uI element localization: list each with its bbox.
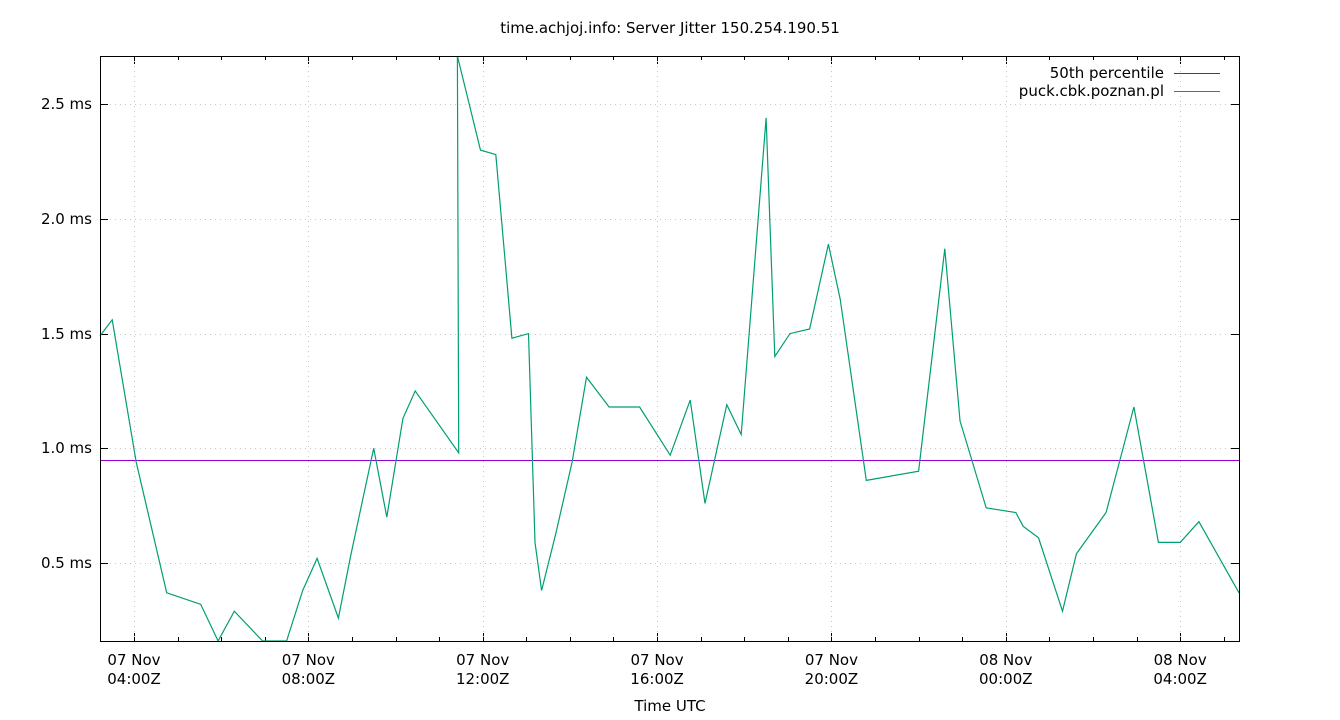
legend: 50th percentile puck.cbk.poznan.pl	[1019, 64, 1220, 100]
legend-item-server: puck.cbk.poznan.pl	[1019, 82, 1220, 100]
y-tick-label: 1.5 ms	[40, 324, 92, 343]
legend-label: 50th percentile	[1049, 64, 1164, 82]
x-tick-label: 07 Nov 20:00Z	[804, 651, 859, 688]
x-tick-label: 07 Nov 12:00Z	[455, 651, 510, 688]
x-tick-label: 08 Nov 00:00Z	[979, 651, 1033, 688]
x-tick-label: 08 Nov 04:00Z	[1153, 651, 1207, 688]
legend-item-percentile: 50th percentile	[1019, 64, 1220, 82]
x-axis-title: Time UTC	[634, 697, 706, 715]
legend-label: puck.cbk.poznan.pl	[1018, 82, 1164, 100]
x-tick-label: 07 Nov 04:00Z	[107, 651, 161, 688]
y-tick-label: 2.0 ms	[40, 209, 92, 228]
legend-swatch	[1174, 72, 1220, 74]
y-tick-label: 0.5 ms	[40, 554, 92, 572]
y-tick-label: 2.5 ms	[40, 95, 92, 114]
x-tick-label: 07 Nov 16:00Z	[630, 651, 684, 688]
y-tick-label: 1.0 ms	[40, 439, 92, 458]
jitter-series-line	[99, 55, 1240, 643]
chart-title: time.achjoj.info: Server Jitter 150.254.…	[500, 19, 840, 37]
legend-swatch	[1174, 90, 1220, 92]
plot-frame	[100, 56, 1240, 642]
x-tick-label: 07 Nov 08:00Z	[281, 651, 336, 688]
